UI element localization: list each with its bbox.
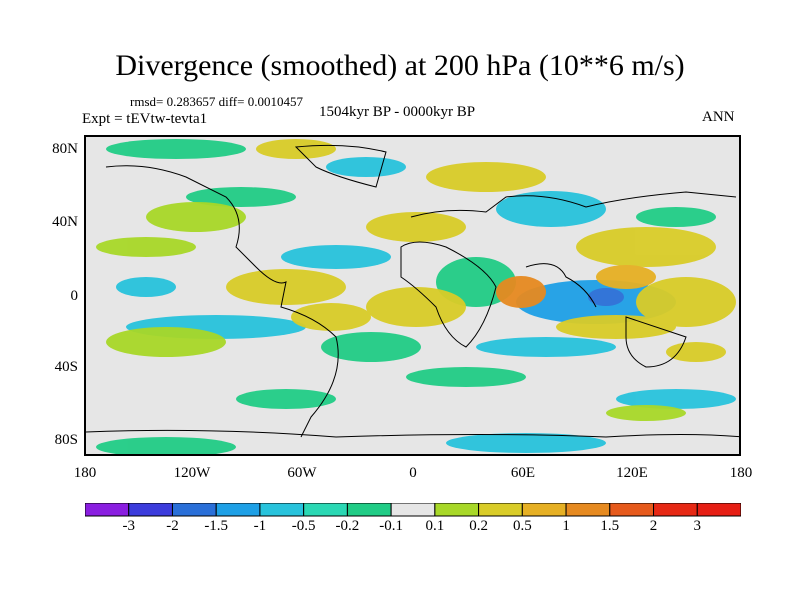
colorbar-label: 0.1: [425, 518, 445, 534]
lon-label: 120E: [616, 465, 648, 481]
lon-label: 180: [73, 465, 97, 481]
colorbar-swatch: [696, 503, 741, 517]
colorbar-label: 0.2: [469, 518, 488, 534]
colorbar-swatch: [434, 503, 480, 517]
colorbar-label: 2: [649, 518, 658, 534]
stats-text: rmsd= 0.283657 diff= 0.0010457: [130, 94, 303, 109]
colorbar-swatch: [171, 503, 217, 517]
colorbar-label: 1.5: [600, 518, 620, 534]
coastlines: [86, 144, 739, 438]
map-panel: [84, 135, 741, 456]
lat-label: 40S: [54, 359, 78, 375]
period-label: 1504kyr BP - 0000kyr BP: [319, 104, 476, 120]
plot-title: Divergence (smoothed) at 200 hPa (10**6 …: [115, 49, 685, 82]
colorbar-label: -0.2: [335, 518, 360, 534]
colorbar-label: -3: [122, 518, 135, 534]
colorbar-swatch: [390, 503, 436, 517]
lon-label: 120W: [173, 465, 211, 481]
colorbar-swatch: [565, 503, 611, 517]
colorbar-swatch: [215, 503, 261, 517]
colorbar-swatch: [128, 503, 173, 517]
colorbar-label: 1: [562, 518, 570, 534]
colorbar-swatch: [521, 503, 567, 517]
lat-label: 80N: [52, 141, 78, 157]
colorbar-label: -1: [253, 518, 267, 534]
lat-label: 0: [70, 288, 79, 304]
colorbar-swatch: [303, 503, 348, 517]
negative-field: [96, 139, 736, 454]
colorbar-label: -1.5: [204, 518, 229, 534]
positive-field: [96, 139, 736, 421]
experiment-label: Expt = tEVtw-tevta1: [82, 111, 208, 127]
colorbar-swatch: [653, 503, 698, 517]
lon-label: 180: [729, 465, 753, 481]
colorbar-swatch: [259, 503, 305, 517]
lon-label: 0: [409, 465, 417, 481]
colorbar-swatch: [85, 503, 130, 517]
colorbar-swatch: [609, 503, 655, 517]
colorbar-swatch: [346, 503, 392, 517]
colorbar-label: 3: [693, 518, 702, 534]
lon-label: 60E: [510, 465, 536, 481]
lat-label: 40N: [52, 214, 78, 230]
divergence-map: [86, 137, 739, 454]
season-label: ANN: [702, 109, 735, 125]
colorbar-swatch: [478, 503, 523, 517]
lon-label: 60W: [287, 465, 317, 481]
lat-label: 80S: [54, 432, 78, 448]
colorbar-label: -0.1: [379, 518, 403, 534]
colorbar-label: 0.5: [512, 518, 532, 534]
colorbar-label: -0.5: [291, 518, 316, 534]
colorbar-label: -2: [166, 518, 179, 534]
colorbar: [85, 503, 741, 517]
